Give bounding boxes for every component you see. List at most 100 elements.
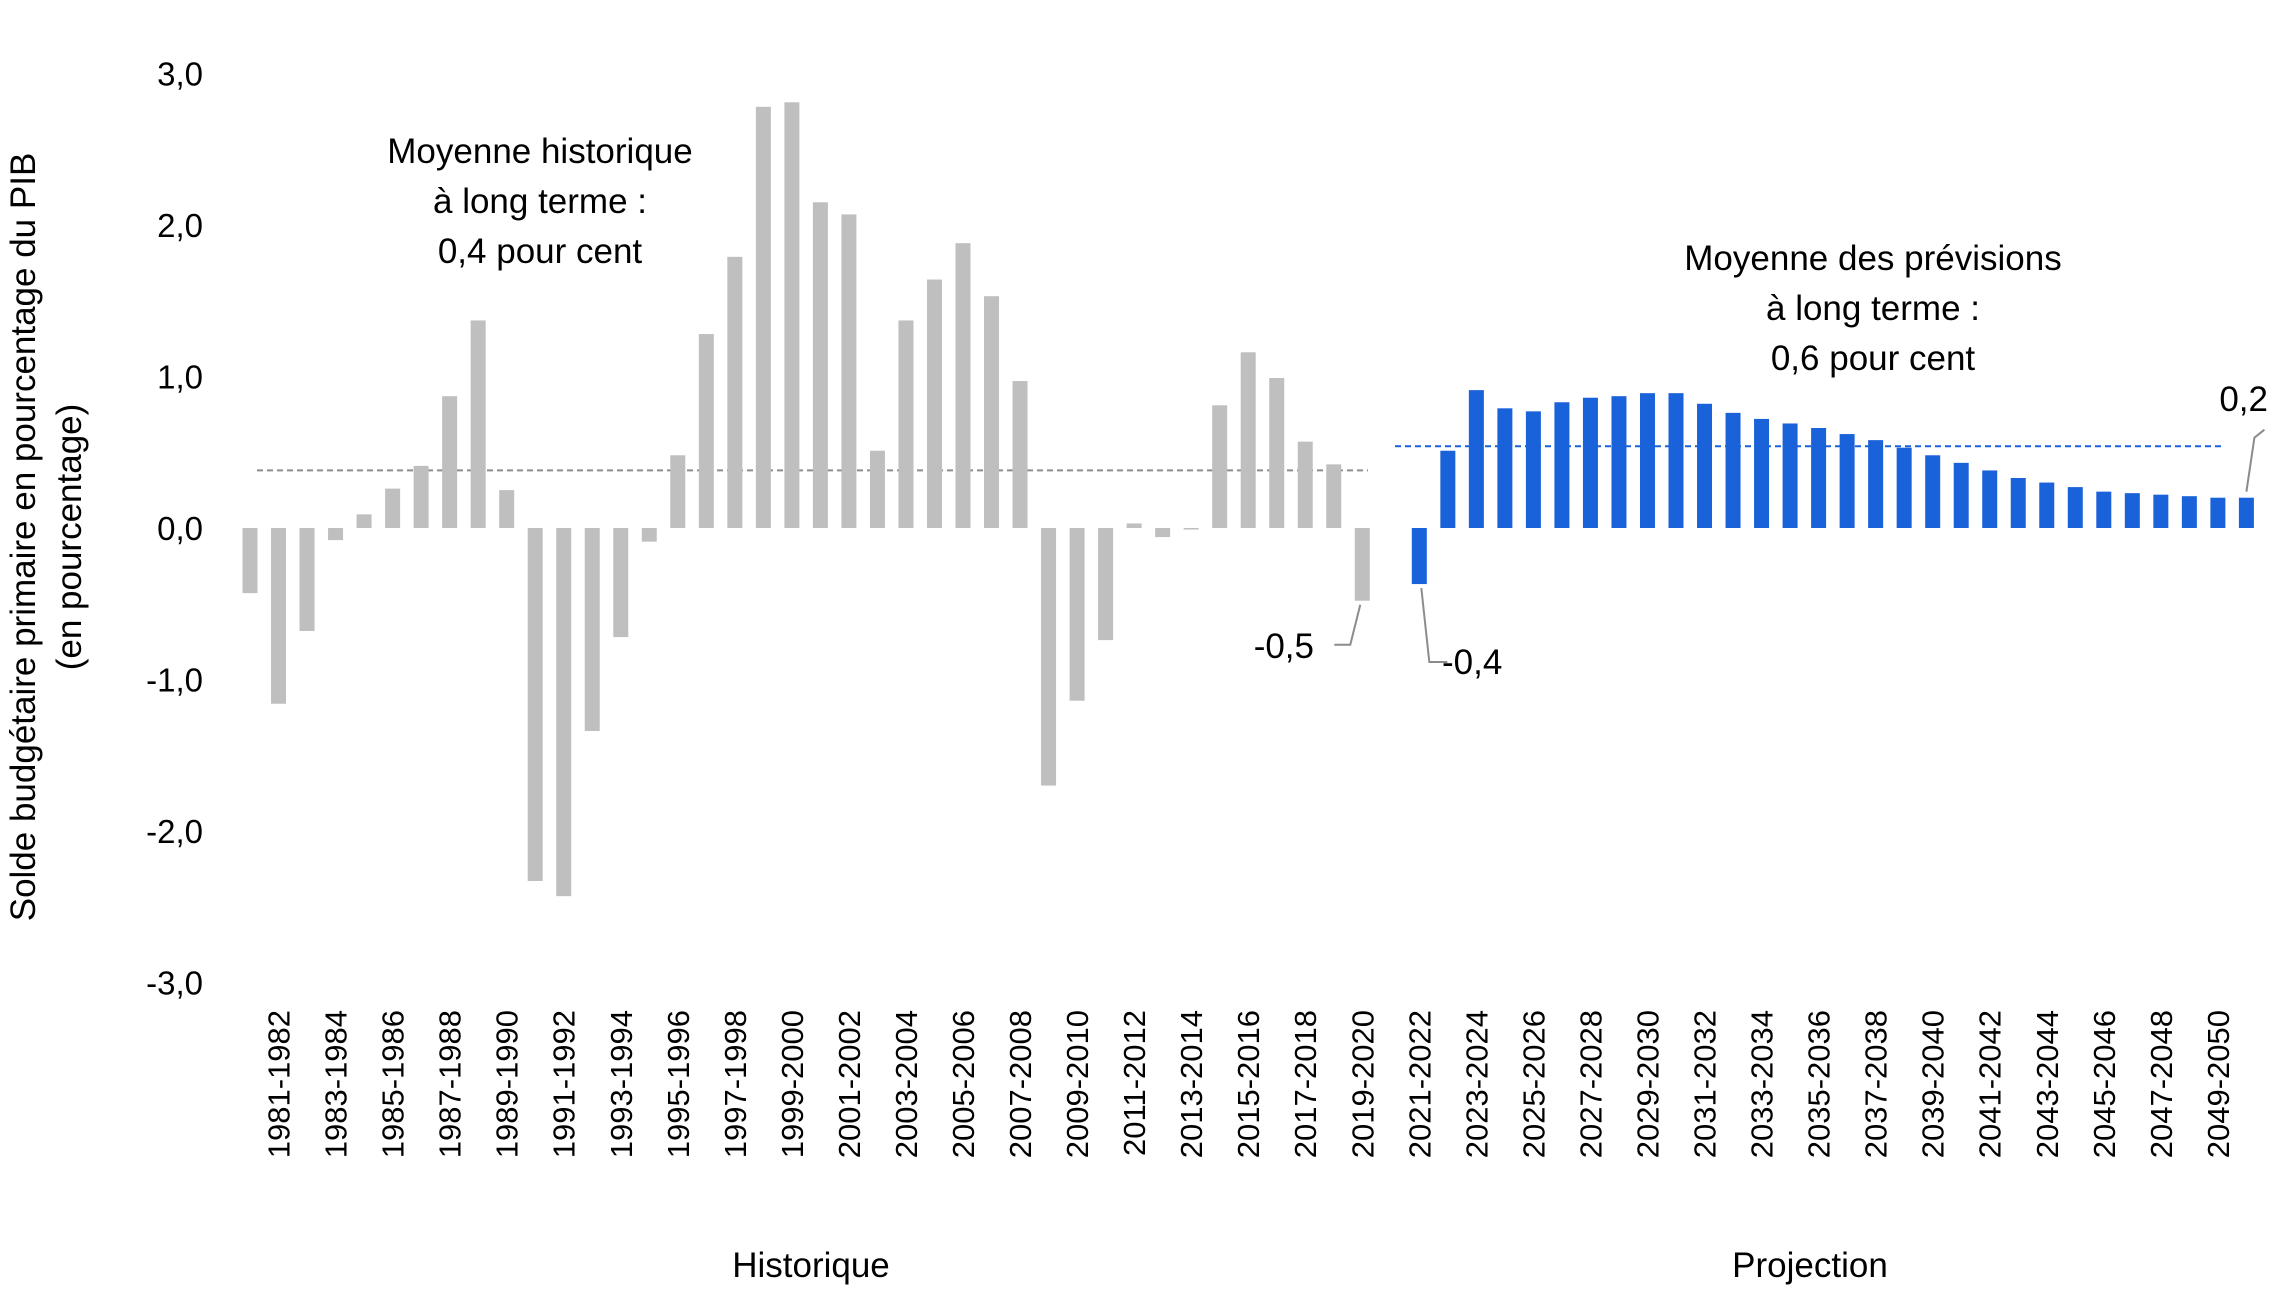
bar-projection [2181,496,2197,528]
historical-mean-annotation-line-1: Moyenne historique [387,132,692,171]
bar-projection [1639,393,1655,528]
bar-historical [1098,528,1114,641]
bar-historical [926,279,942,528]
bar-historical [1240,352,1256,528]
x-tick-label: 2049-2050 [2201,1010,2236,1158]
bar-historical [670,455,686,528]
bar-historical [385,488,401,528]
x-tick-label: 1995-1996 [661,1010,696,1158]
x-tick-label: 2001-2002 [832,1010,867,1158]
bar-historical [328,528,344,541]
x-tick-label: 2031-2032 [1688,1010,1723,1158]
bar-historical [470,320,486,528]
bar-projection [1440,450,1456,528]
x-tick-label: 2043-2044 [2030,1010,2065,1158]
projection-mean-annotation-line-3: 0,6 pour cent [1771,339,1976,378]
historical-mean-annotation-line-2: à long terme : [433,182,647,221]
bar-historical [1212,405,1228,528]
data-label-first-projection: -0,4 [1442,643,1502,682]
bar-projection [1468,390,1484,528]
y-axis-title-line-2: (en pourcentage) [50,404,89,671]
x-tick-label: 2027-2028 [1573,1010,1608,1158]
x-tick-label: 1989-1990 [490,1010,525,1158]
bar-historical [784,102,800,528]
projection-mean-annotation: Moyenne des prévisions à long terme : 0,… [1684,239,2061,378]
y-tick-label: -1,0 [146,662,203,699]
bar-projection [1982,470,1998,528]
bar-projection [1868,440,1884,528]
bar-historical [1297,441,1313,528]
x-tick-label: 2039-2040 [1916,1010,1951,1158]
bar-historical [1354,528,1370,601]
bar-historical [299,528,315,632]
bar-historical [499,490,515,529]
y-axis-ticks: 3,0 2,0 1,0 0,0 -1,0 -2,0 -3,0 [146,56,203,1002]
bar-historical [641,528,657,542]
bar-projection [1896,447,1912,528]
x-tick-label: 1997-1998 [718,1010,753,1158]
leader-line-last-historical [1334,604,1362,646]
y-axis-title-line-1: Solde budgétaire primaire en pourcentage… [4,153,43,922]
x-tick-label: 2035-2036 [1802,1010,1837,1158]
x-axis-ticks: 1981-1982 1983-1984 1985-1986 1987-1988 1989… [262,1010,2236,1158]
bars [242,102,2254,897]
bar-historical [955,243,971,528]
bar-projection [2096,491,2112,528]
bar-historical [698,334,714,528]
y-tick-label: 0,0 [157,510,203,547]
x-tick-label: 2003-2004 [889,1010,924,1158]
leader-line-first-projection [1420,587,1448,664]
bar-projection [1811,428,1827,528]
bar-historical [1326,464,1342,528]
x-tick-label: 2033-2034 [1745,1010,1780,1158]
bar-historical [869,450,885,528]
x-tick-label: 2029-2030 [1631,1010,1666,1158]
data-label-last-projection: 0,2 [2219,380,2268,419]
bar-projection [1582,397,1598,528]
y-tick-label: 3,0 [157,56,203,93]
bar-projection [2153,494,2169,528]
bar-historical [1269,378,1285,528]
x-tick-label: 2015-2016 [1231,1010,1266,1158]
bar-projection [1668,393,1684,528]
bar-projection [1697,403,1713,528]
bar-historical [1069,528,1085,701]
y-axis-title: Solde budgétaire primaire en pourcentage… [4,153,89,922]
bar-projection [2039,482,2055,528]
bar-historical [584,528,600,732]
bar-historical [556,528,572,897]
x-tick-label: 2017-2018 [1288,1010,1323,1158]
bar-projection [2067,487,2083,528]
projection-mean-annotation-line-2: à long terme : [1766,289,1980,328]
x-tick-label: 2047-2048 [2144,1010,2179,1158]
bar-projection [2238,497,2254,528]
x-tick-label: 2037-2038 [1859,1010,1894,1158]
label-leader-lines [1334,428,2266,664]
bar-historical [1041,528,1057,786]
x-tick-label: 2021-2022 [1402,1010,1437,1158]
bar-historical [755,106,771,528]
bar-historical [898,320,914,528]
bar-projection [1554,402,1570,528]
bar-historical [442,396,458,528]
x-tick-label: 1991-1992 [547,1010,582,1158]
bar-projection [1953,462,1969,528]
bar-historical [1183,528,1199,530]
historical-mean-annotation-line-3: 0,4 pour cent [438,232,643,271]
x-tick-label: 1999-2000 [775,1010,810,1158]
x-tick-label: 2041-2042 [1973,1010,2008,1158]
bar-projection [1525,411,1541,528]
x-tick-label: 2005-2006 [946,1010,981,1158]
bar-historical [1126,523,1142,528]
y-tick-label: 2,0 [157,207,203,244]
data-label-last-historical: -0,5 [1254,627,1314,666]
y-tick-label: -2,0 [146,813,203,850]
bar-projection [2010,478,2026,528]
x-tick-label: 2009-2010 [1060,1010,1095,1158]
bar-projection [1497,408,1513,528]
bar-historical [727,256,743,528]
x-tick-label: 1985-1986 [376,1010,411,1158]
bar-historical [1012,381,1028,528]
x-tick-label: 2013-2014 [1174,1010,1209,1158]
